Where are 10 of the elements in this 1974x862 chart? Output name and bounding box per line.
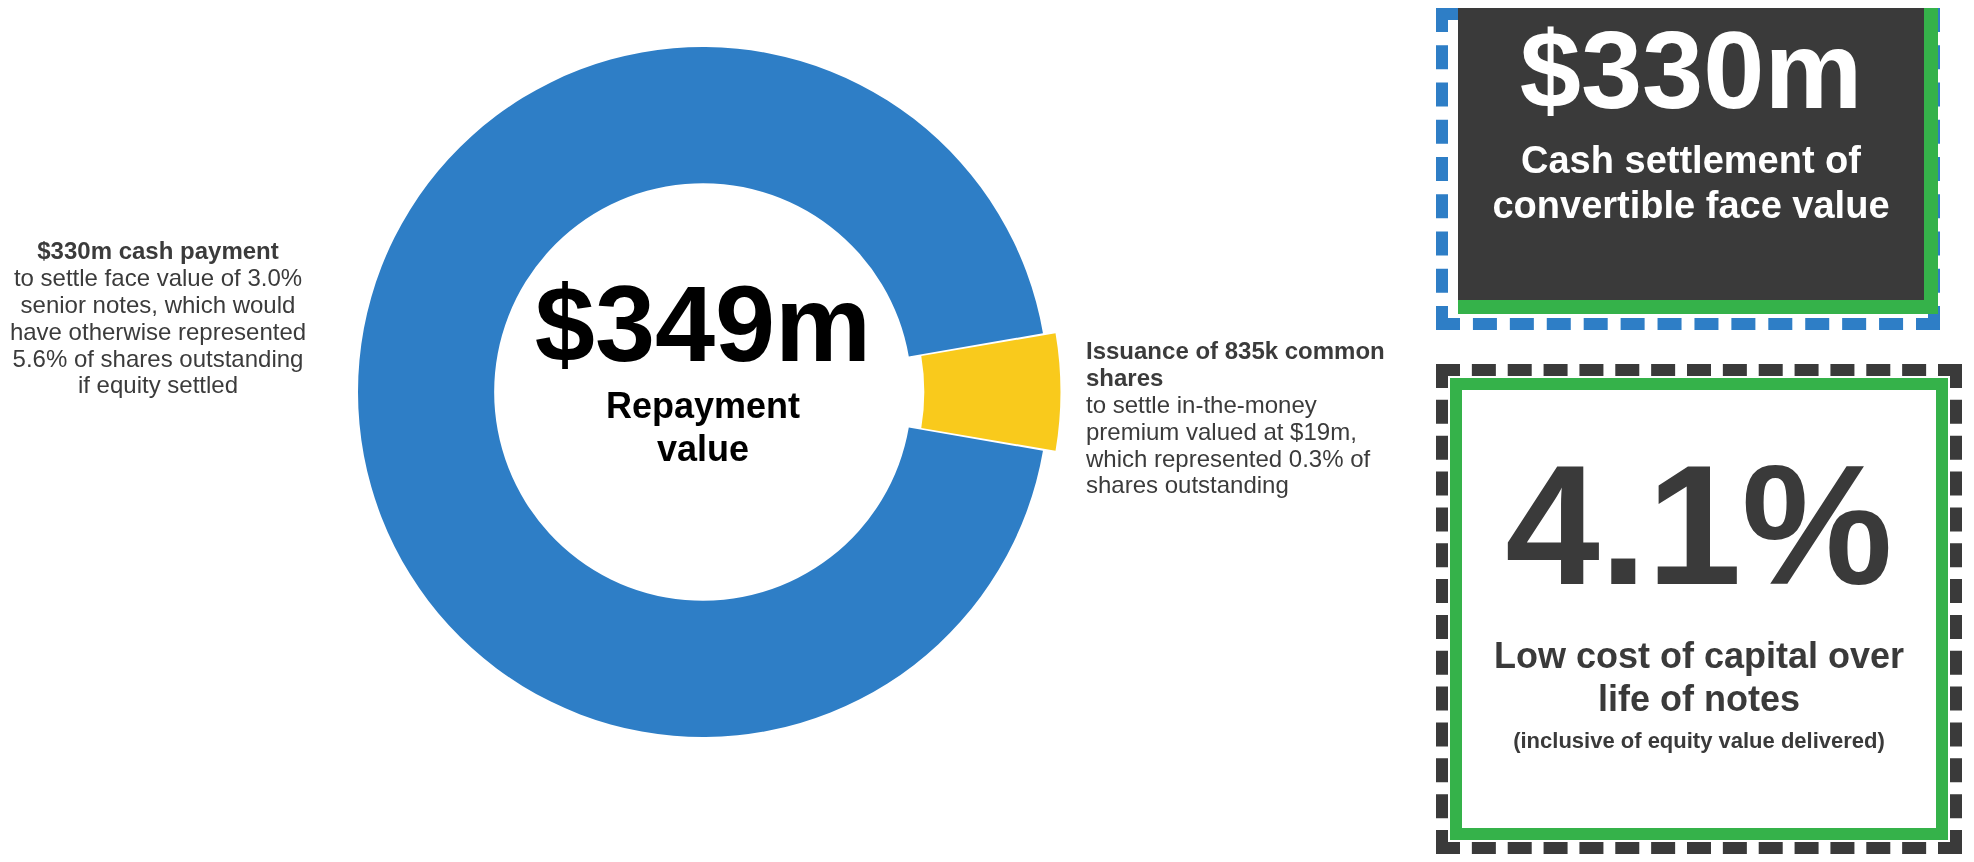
text: $349m bbox=[533, 263, 873, 384]
text: to settle in-the-money premium valued at $19m, which represented 0.3% of shares outstanding bbox=[1086, 390, 1371, 499]
text: $330m bbox=[1518, 8, 1864, 131]
text: Low cost of capital over life of notes bbox=[1492, 634, 1906, 721]
text: Repayment value bbox=[604, 384, 802, 471]
text: 4.1% bbox=[1504, 430, 1894, 620]
text: (inclusive of equity value delivered) bbox=[1512, 728, 1886, 755]
text: to settle face value of 3.0% senior notes, which would have otherwise represented 5.6% of shares outstanding if equity settled bbox=[9, 263, 307, 399]
text: Cash settlement of convertible face value bbox=[1491, 137, 1891, 229]
slice-label: $330m cash payment bbox=[37, 237, 279, 264]
